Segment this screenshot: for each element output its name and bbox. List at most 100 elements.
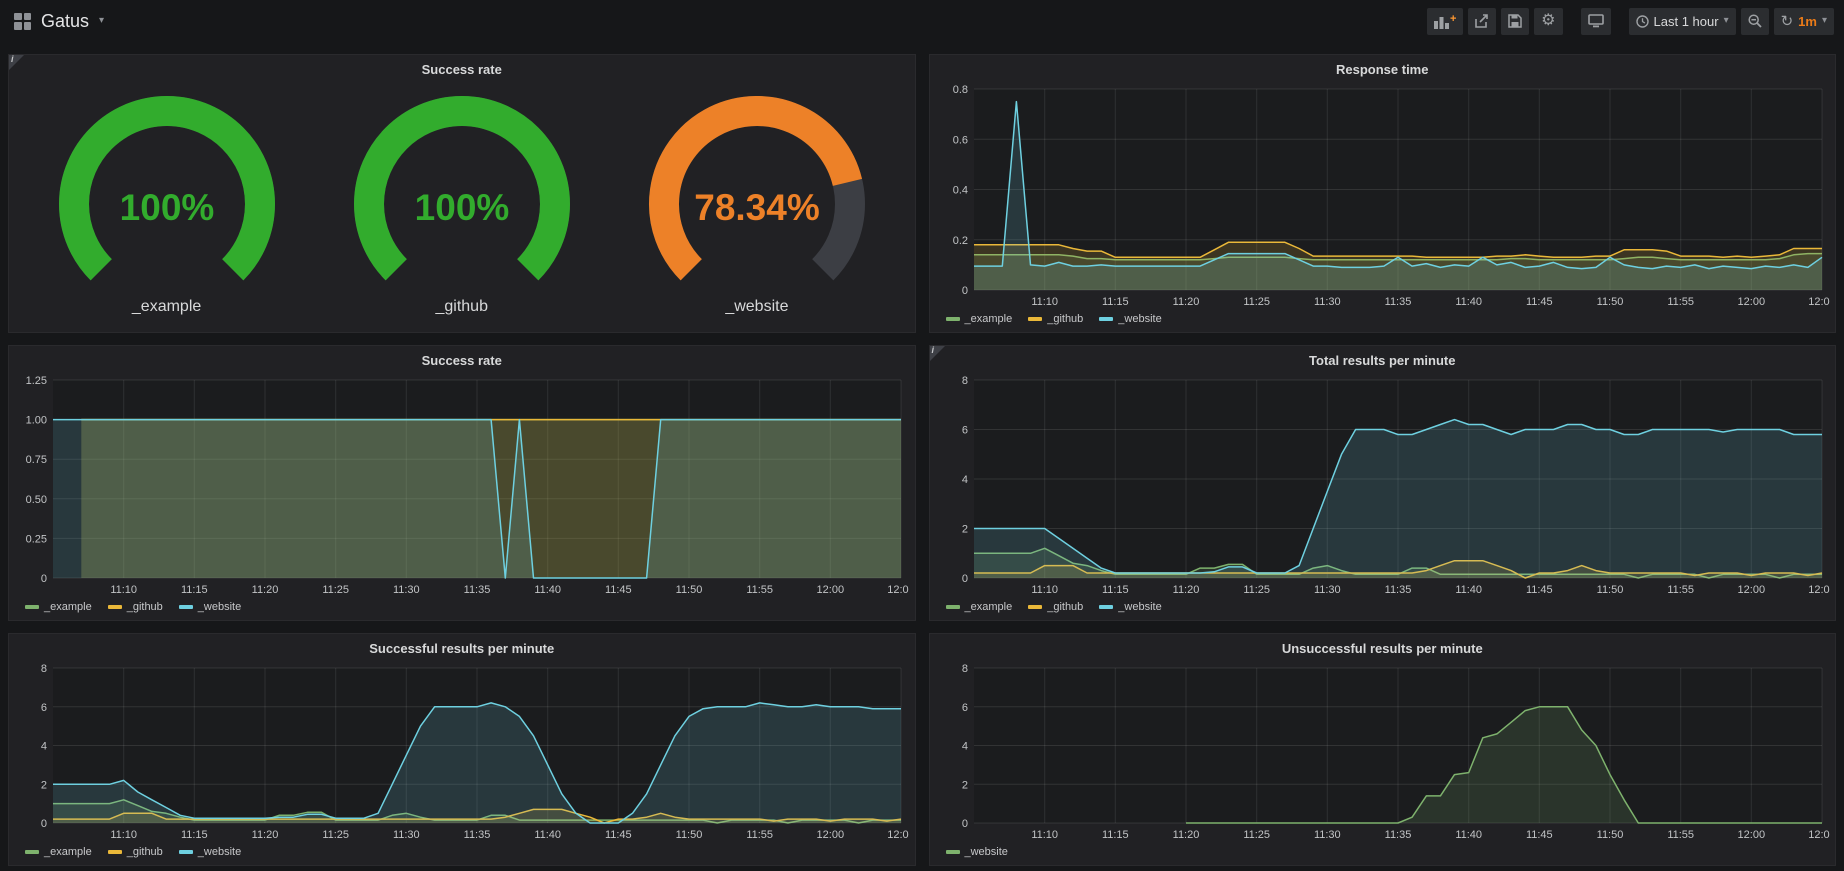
panel-title[interactable]: Response time <box>930 55 1836 80</box>
panel-success-rate-gauges: i Success rate 100%_example100%_github78… <box>8 54 916 333</box>
dashboard-title[interactable]: Gatus <box>41 11 89 32</box>
time-series-chart[interactable]: 11:1011:1511:2011:2511:3011:3511:4011:45… <box>936 371 1830 598</box>
svg-text:2: 2 <box>961 779 967 791</box>
svg-text:11:50: 11:50 <box>1596 584 1623 596</box>
svg-text:6: 6 <box>961 702 967 714</box>
legend-color-mark <box>946 317 960 321</box>
dashboard-grid-icon[interactable] <box>14 13 31 30</box>
legend-item-_website[interactable]: _website <box>179 846 241 858</box>
svg-text:11:15: 11:15 <box>1101 296 1128 308</box>
legend-color-mark <box>25 850 39 854</box>
share-icon <box>1475 14 1489 28</box>
svg-text:12:00: 12:00 <box>817 829 845 841</box>
legend-label: _website <box>965 846 1008 858</box>
svg-text:11:30: 11:30 <box>393 584 420 596</box>
svg-text:12:05: 12:05 <box>1808 829 1830 841</box>
svg-text:11:45: 11:45 <box>605 829 632 841</box>
svg-text:11:15: 11:15 <box>1101 829 1128 841</box>
zoom-out-button[interactable] <box>1741 8 1769 35</box>
legend-item-_website[interactable]: _website <box>1099 601 1161 613</box>
svg-text:0: 0 <box>961 573 967 585</box>
svg-text:11:15: 11:15 <box>1101 584 1128 596</box>
legend-item-_github[interactable]: _github <box>1028 601 1083 613</box>
gauge: 100% <box>346 96 578 294</box>
legend-item-_example[interactable]: _example <box>946 313 1013 325</box>
svg-text:11:55: 11:55 <box>1667 584 1694 596</box>
legend-item-_example[interactable]: _example <box>946 601 1013 613</box>
svg-text:0: 0 <box>41 573 47 585</box>
monitor-icon <box>1588 14 1604 28</box>
time-series-chart[interactable]: 11:1011:1511:2011:2511:3011:3511:4011:45… <box>15 659 909 843</box>
svg-text:0.4: 0.4 <box>952 185 967 197</box>
clock-icon <box>1636 15 1649 28</box>
svg-text:11:45: 11:45 <box>1525 829 1552 841</box>
panel-successful-results: Successful results per minute 11:1011:15… <box>8 633 916 866</box>
settings-button[interactable]: ⚙ <box>1534 8 1562 35</box>
gauge: 78.34% <box>641 96 873 294</box>
svg-text:11:55: 11:55 <box>746 584 773 596</box>
legend-color-mark <box>946 605 960 609</box>
panel-title[interactable]: Success rate <box>9 346 915 371</box>
svg-text:4: 4 <box>961 741 967 753</box>
panel-response-time: Response time 11:1011:1511:2011:2511:301… <box>929 54 1837 333</box>
share-button[interactable] <box>1468 8 1496 35</box>
svg-text:0.75: 0.75 <box>26 454 47 466</box>
svg-text:11:50: 11:50 <box>1596 829 1623 841</box>
time-series-chart[interactable]: 11:1011:1511:2011:2511:3011:3511:4011:45… <box>15 371 909 598</box>
time-series-chart[interactable]: 11:1011:1511:2011:2511:3011:3511:4011:45… <box>936 80 1830 310</box>
legend-item-_github[interactable]: _github <box>108 601 163 613</box>
refresh-interval-label: 1m <box>1798 14 1817 29</box>
svg-text:11:20: 11:20 <box>252 829 279 841</box>
panel-title[interactable]: Successful results per minute <box>9 634 915 659</box>
svg-text:11:35: 11:35 <box>464 829 491 841</box>
legend-label: _github <box>1047 601 1083 613</box>
legend-item-_github[interactable]: _github <box>1028 313 1083 325</box>
chart-legend: _example _github _website <box>930 310 1836 332</box>
svg-text:11:30: 11:30 <box>393 829 420 841</box>
svg-text:11:20: 11:20 <box>1172 296 1199 308</box>
svg-text:12:00: 12:00 <box>1737 296 1765 308</box>
legend-item-_website[interactable]: _website <box>179 601 241 613</box>
time-series-chart[interactable]: 11:1011:1511:2011:2511:3011:3511:4011:45… <box>936 659 1830 843</box>
svg-text:11:50: 11:50 <box>676 584 703 596</box>
chevron-down-icon[interactable]: ▾ <box>99 16 104 26</box>
svg-text:11:20: 11:20 <box>1172 584 1199 596</box>
panel-title[interactable]: Unsuccessful results per minute <box>930 634 1836 659</box>
refresh-button[interactable]: ↻ 1m ▾ <box>1774 8 1834 35</box>
panel-title[interactable]: Total results per minute <box>930 346 1836 371</box>
tv-mode-button[interactable] <box>1581 8 1611 35</box>
legend-item-_github[interactable]: _github <box>108 846 163 858</box>
svg-text:12:05: 12:05 <box>887 829 909 841</box>
legend-item-_example[interactable]: _example <box>25 601 92 613</box>
chevron-down-icon: ▾ <box>1822 16 1827 26</box>
svg-text:11:35: 11:35 <box>1384 829 1411 841</box>
svg-text:12:05: 12:05 <box>1808 584 1830 596</box>
legend-item-_example[interactable]: _example <box>25 846 92 858</box>
panel-title[interactable]: Success rate <box>9 55 915 80</box>
save-button[interactable] <box>1501 8 1529 35</box>
panel-info-icon[interactable]: i <box>930 346 945 361</box>
svg-text:11:35: 11:35 <box>464 584 491 596</box>
panel-total-results: i Total results per minute 11:1011:1511:… <box>929 345 1837 621</box>
svg-text:11:45: 11:45 <box>1525 584 1552 596</box>
svg-text:12:05: 12:05 <box>1808 296 1830 308</box>
svg-text:11:55: 11:55 <box>1667 829 1694 841</box>
add-panel-button[interactable]: + <box>1427 8 1463 35</box>
legend-item-_website[interactable]: _website <box>946 846 1008 858</box>
svg-text:0: 0 <box>961 818 967 830</box>
legend-label: _example <box>44 601 92 613</box>
gauge-_github: 100%_github <box>346 96 578 316</box>
legend-label: _example <box>965 601 1013 613</box>
panel-info-icon[interactable]: i <box>9 55 24 70</box>
time-range-picker[interactable]: Last 1 hour ▾ <box>1629 8 1736 35</box>
legend-label: _website <box>1118 601 1161 613</box>
refresh-icon: ↻ <box>1781 14 1794 29</box>
svg-text:11:40: 11:40 <box>534 584 561 596</box>
svg-text:11:35: 11:35 <box>1384 584 1411 596</box>
legend-color-mark <box>1028 317 1042 321</box>
legend-item-_website[interactable]: _website <box>1099 313 1161 325</box>
svg-text:0: 0 <box>41 818 47 830</box>
legend-color-mark <box>25 605 39 609</box>
svg-text:4: 4 <box>961 474 967 486</box>
legend-color-mark <box>946 850 960 854</box>
